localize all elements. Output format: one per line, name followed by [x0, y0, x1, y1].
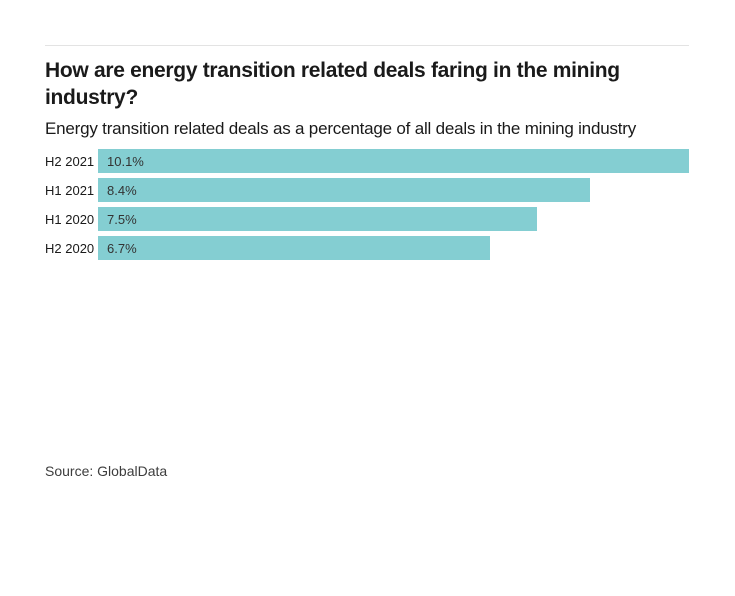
category-label: H2 2021 [45, 153, 95, 169]
page: How are energy transition related deals … [0, 45, 735, 596]
bar-track: 6.7% [98, 236, 689, 260]
chart-row: H1 2020 7.5% [45, 207, 689, 231]
bar: 6.7% [98, 236, 491, 260]
category-label: H2 2020 [45, 240, 95, 256]
bar-track: 10.1% [98, 149, 689, 173]
bar-value-label: 6.7% [107, 240, 137, 256]
chart-row: H1 2021 8.4% [45, 178, 689, 202]
bar-track: 7.5% [98, 207, 689, 231]
bar: 10.1% [98, 149, 689, 173]
category-label: H1 2020 [45, 211, 95, 227]
bar-value-label: 10.1% [107, 153, 144, 169]
bar: 7.5% [98, 207, 537, 231]
chart-subtitle: Energy transition related deals as a per… [45, 119, 637, 138]
bar-value-label: 7.5% [107, 211, 137, 227]
bar-track: 8.4% [98, 178, 689, 202]
bar-chart: H2 2021 10.1% H1 2021 8.4% H1 2020 7.5% H2 202… [45, 149, 689, 260]
bar-value-label: 8.4% [107, 182, 137, 198]
source-text: Source: GlobalData [45, 463, 168, 479]
category-label: H1 2021 [45, 182, 95, 198]
chart-row: H2 2020 6.7% [45, 236, 689, 260]
page-title: How are energy transition related deals … [45, 59, 620, 109]
bar: 8.4% [98, 178, 590, 202]
top-divider [45, 45, 689, 46]
chart-row: H2 2021 10.1% [45, 149, 689, 173]
